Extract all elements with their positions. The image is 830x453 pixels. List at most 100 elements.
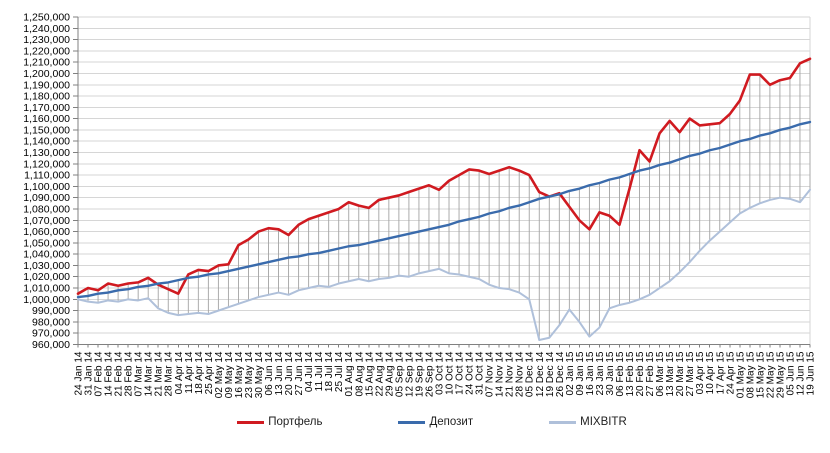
- svg-text:15 Aug 14: 15 Aug 14: [364, 351, 375, 396]
- svg-text:1,030,000: 1,030,000: [23, 260, 70, 272]
- svg-text:07 Mar 14: 07 Mar 14: [134, 351, 145, 396]
- svg-text:1,230,000: 1,230,000: [23, 34, 70, 46]
- svg-text:19 Sep 14: 19 Sep 14: [414, 351, 425, 397]
- svg-text:1,160,000: 1,160,000: [23, 113, 70, 125]
- series-line-2: [77, 188, 811, 341]
- svg-text:11 Jul 14: 11 Jul 14: [314, 351, 325, 391]
- svg-text:1,020,000: 1,020,000: [23, 271, 70, 283]
- svg-text:1,110,000: 1,110,000: [24, 170, 70, 182]
- svg-text:19 Dec 14: 19 Dec 14: [545, 351, 556, 397]
- svg-text:1,090,000: 1,090,000: [23, 192, 70, 204]
- svg-text:16 Jan 15: 16 Jan 15: [585, 351, 596, 395]
- svg-text:21 Nov 14: 21 Nov 14: [505, 351, 516, 397]
- svg-text:30 May 14: 30 May 14: [254, 351, 265, 398]
- svg-text:15 May 15: 15 May 15: [755, 351, 766, 398]
- series-line-0: [76, 57, 812, 295]
- svg-text:1,060,000: 1,060,000: [23, 226, 70, 238]
- svg-text:28 Nov 14: 28 Nov 14: [515, 351, 526, 397]
- svg-text:09 May 14: 09 May 14: [224, 351, 235, 398]
- svg-text:1,180,000: 1,180,000: [23, 91, 70, 103]
- svg-text:1,190,000: 1,190,000: [23, 79, 70, 91]
- svg-text:06 Mar 15: 06 Mar 15: [655, 351, 666, 396]
- legend-line-portfolio-icon: [237, 421, 265, 425]
- svg-text:23 May 14: 23 May 14: [244, 351, 255, 398]
- svg-text:22 Aug 14: 22 Aug 14: [374, 351, 385, 396]
- legend-item-deposit: Депозит: [398, 416, 474, 429]
- svg-text:1,120,000: 1,120,000: [23, 158, 70, 170]
- svg-text:31 Oct 14: 31 Oct 14: [475, 351, 486, 395]
- svg-text:08 Aug 14: 08 Aug 14: [354, 351, 365, 396]
- svg-text:13 Jun 14: 13 Jun 14: [274, 351, 285, 395]
- svg-text:24 Jan 14: 24 Jan 14: [74, 351, 85, 395]
- legend-item-mixbitr: MIXBITR: [549, 416, 627, 429]
- svg-text:1,050,000: 1,050,000: [23, 237, 70, 249]
- svg-text:13 Feb 15: 13 Feb 15: [625, 351, 636, 396]
- svg-text:960,000: 960,000: [32, 339, 70, 351]
- svg-text:10 Apr 15: 10 Apr 15: [705, 351, 716, 394]
- svg-text:05 Jun 15: 05 Jun 15: [785, 351, 796, 395]
- svg-text:01 May 15: 01 May 15: [735, 351, 746, 398]
- svg-text:24 Apr 15: 24 Apr 15: [725, 351, 736, 394]
- svg-text:1,140,000: 1,140,000: [23, 136, 70, 148]
- svg-text:29 Aug 14: 29 Aug 14: [384, 351, 395, 396]
- svg-text:1,000,000: 1,000,000: [23, 294, 70, 306]
- svg-text:05 Dec 14: 05 Dec 14: [525, 351, 536, 397]
- svg-text:07 Feb 14: 07 Feb 14: [94, 351, 105, 396]
- svg-text:21 Mar 14: 21 Mar 14: [154, 351, 165, 396]
- svg-text:14 Feb 14: 14 Feb 14: [104, 351, 115, 396]
- svg-text:04 Jul 14: 04 Jul 14: [304, 351, 315, 392]
- svg-text:1,010,000: 1,010,000: [23, 283, 70, 295]
- svg-text:01 Aug 14: 01 Aug 14: [344, 351, 355, 396]
- svg-text:20 Feb 15: 20 Feb 15: [635, 351, 646, 396]
- svg-text:20 Mar 15: 20 Mar 15: [675, 351, 686, 396]
- legend-label-portfolio: Портфель: [268, 416, 323, 428]
- svg-text:12 Jun 15: 12 Jun 15: [795, 351, 806, 395]
- svg-text:14 Mar 14: 14 Mar 14: [144, 351, 155, 396]
- svg-text:17 Apr 15: 17 Apr 15: [715, 351, 726, 394]
- svg-text:1,200,000: 1,200,000: [23, 68, 70, 80]
- svg-text:18 Jul 14: 18 Jul 14: [324, 351, 335, 392]
- svg-text:18 Apr 14: 18 Apr 14: [194, 351, 205, 394]
- svg-text:31 Jan 14: 31 Jan 14: [84, 351, 95, 395]
- svg-text:24 Oct 14: 24 Oct 14: [465, 351, 476, 395]
- gridlines: [78, 16, 810, 345]
- svg-text:26 Dec 14: 26 Dec 14: [555, 351, 566, 397]
- svg-text:09 Jan 15: 09 Jan 15: [575, 351, 586, 395]
- svg-text:06 Feb 15: 06 Feb 15: [615, 351, 626, 396]
- svg-text:30 Jan 15: 30 Jan 15: [605, 351, 616, 395]
- svg-text:14 Nov 14: 14 Nov 14: [495, 351, 506, 397]
- svg-text:28 Mar 14: 28 Mar 14: [164, 351, 175, 396]
- svg-text:1,170,000: 1,170,000: [23, 102, 70, 114]
- svg-text:06 Jun 14: 06 Jun 14: [264, 351, 275, 395]
- svg-text:1,130,000: 1,130,000: [23, 147, 70, 159]
- svg-text:20 Jun 14: 20 Jun 14: [284, 351, 295, 395]
- svg-text:22 May 15: 22 May 15: [765, 351, 776, 398]
- svg-text:1,040,000: 1,040,000: [23, 249, 70, 261]
- svg-text:08 May 15: 08 May 15: [745, 351, 756, 398]
- svg-text:27 Jun 14: 27 Jun 14: [294, 351, 305, 395]
- series-line-1: [76, 120, 812, 299]
- svg-text:07 Nov 14: 07 Nov 14: [485, 351, 496, 397]
- svg-text:03 Oct 14: 03 Oct 14: [434, 351, 445, 395]
- svg-text:02 Jan 15: 02 Jan 15: [565, 351, 576, 395]
- svg-text:26 Sep 14: 26 Sep 14: [424, 351, 435, 397]
- legend-label-deposit: Депозит: [429, 416, 474, 428]
- svg-text:1,100,000: 1,100,000: [23, 181, 70, 193]
- x-axis-labels: 24 Jan 14 31 Jan 14 07 Feb 14 14 Feb 14 21 F…: [74, 351, 817, 398]
- svg-text:13 Mar 15: 13 Mar 15: [665, 351, 676, 396]
- svg-text:27 Feb 15: 27 Feb 15: [645, 351, 656, 396]
- legend-item-portfolio: Портфель: [237, 416, 323, 429]
- svg-text:1,210,000: 1,210,000: [23, 57, 70, 69]
- svg-text:25 Jul 14: 25 Jul 14: [334, 351, 345, 392]
- svg-text:980,000: 980,000: [32, 316, 70, 328]
- svg-text:1,220,000: 1,220,000: [23, 45, 70, 57]
- svg-text:1,080,000: 1,080,000: [23, 203, 70, 215]
- svg-text:10 Oct 14: 10 Oct 14: [445, 351, 456, 395]
- svg-text:25 Apr 14: 25 Apr 14: [204, 351, 215, 394]
- svg-text:21 Feb 14: 21 Feb 14: [114, 351, 125, 396]
- svg-text:1,240,000: 1,240,000: [23, 23, 70, 35]
- svg-text:02 May 14: 02 May 14: [214, 351, 225, 398]
- legend-line-deposit-icon: [398, 421, 426, 425]
